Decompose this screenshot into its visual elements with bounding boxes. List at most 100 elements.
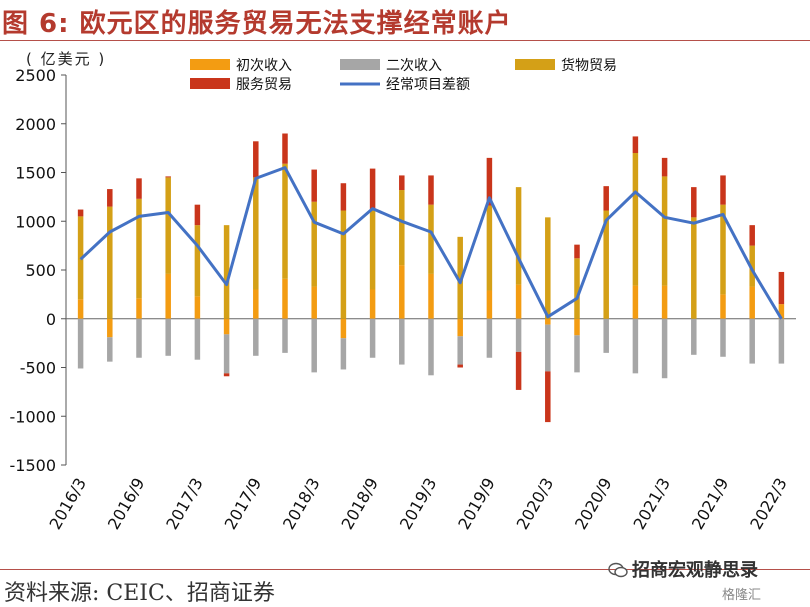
bar-segment xyxy=(515,284,522,319)
y-tick-label: 1000 xyxy=(15,212,56,231)
bar-segment xyxy=(282,278,288,319)
bar-segment xyxy=(428,204,434,274)
bar-segment xyxy=(778,271,785,305)
bar-segment xyxy=(253,289,259,319)
bar-segment xyxy=(223,318,230,335)
bar-segment xyxy=(282,163,288,279)
wechat-watermark: 招商宏观静思录 xyxy=(608,556,758,582)
bar-segment xyxy=(223,373,230,377)
bar-segment xyxy=(223,334,230,374)
bar-segment xyxy=(457,364,463,368)
y-tick-label: -1500 xyxy=(10,456,57,475)
bar-segment xyxy=(749,318,755,364)
y-tick-label: 500 xyxy=(25,261,56,280)
bar-segment xyxy=(486,318,493,358)
gelonghui-logo: 格隆汇 xyxy=(722,584,761,603)
bar-segment xyxy=(661,157,668,177)
bar-segment xyxy=(369,168,376,211)
bar-segment xyxy=(194,296,201,319)
bar-segment xyxy=(661,285,668,319)
bar-segment xyxy=(369,289,376,319)
bar-segment xyxy=(340,318,347,339)
bar-segment xyxy=(428,318,434,376)
bar-segment xyxy=(545,324,551,372)
bar-segment xyxy=(136,318,142,358)
bar-segment xyxy=(77,209,84,217)
bar-segment xyxy=(282,318,288,353)
bar-segment xyxy=(749,225,755,246)
footer-divider xyxy=(0,569,810,570)
bar-segment xyxy=(107,189,113,207)
bar-segment xyxy=(720,204,726,295)
bar-segment xyxy=(545,217,551,319)
bar-segment xyxy=(107,206,113,319)
bar-segment xyxy=(399,190,405,266)
bar-segment xyxy=(136,178,142,199)
bar-segment xyxy=(136,298,142,319)
y-tick-label: 2500 xyxy=(15,66,56,85)
bar-segment xyxy=(107,337,113,362)
bar-segment xyxy=(107,318,113,338)
bar-segment xyxy=(603,186,609,211)
bar-segment xyxy=(457,236,463,319)
bar-segment xyxy=(165,177,171,274)
y-tick-label: -500 xyxy=(20,359,56,378)
bar-segment xyxy=(515,351,522,390)
bars-layer xyxy=(77,133,785,423)
y-tick-label: -1000 xyxy=(10,407,57,426)
bar-segment xyxy=(311,201,317,287)
bar-segment xyxy=(486,205,493,291)
bar-segment xyxy=(253,141,259,178)
bar-segment xyxy=(457,336,463,365)
bar-segment xyxy=(603,318,609,353)
bar-segment xyxy=(165,318,171,356)
bar-segment xyxy=(720,175,726,205)
x-tick-label: 2021/9 xyxy=(688,475,733,533)
bar-segment xyxy=(574,258,580,319)
bar-segment xyxy=(691,318,697,355)
watermark-text: 招商宏观静思录 xyxy=(632,560,758,581)
legend-label: 经常项目差额 xyxy=(386,77,470,93)
bar-segment xyxy=(486,290,493,319)
bar-segment xyxy=(720,294,726,319)
legend-swatch xyxy=(515,59,555,70)
bar-segment xyxy=(165,273,171,319)
bar-segment xyxy=(486,157,493,206)
logo-text: 格隆汇 xyxy=(722,588,762,603)
x-tick-label: 2021/3 xyxy=(629,475,674,533)
bar-segment xyxy=(399,175,405,191)
x-tick-label: 2018/9 xyxy=(337,475,382,533)
bar-segment xyxy=(661,176,668,286)
bar-segment xyxy=(574,335,580,373)
bar-segment xyxy=(340,338,347,370)
bar-segment xyxy=(545,371,551,423)
bar-segment xyxy=(661,318,668,379)
x-tick-label: 2018/3 xyxy=(279,475,324,533)
x-tick-label: 2017/3 xyxy=(162,475,207,533)
current-account-line xyxy=(79,166,783,320)
bar-segment xyxy=(749,286,755,319)
bar-segment xyxy=(194,204,201,226)
bar-segment xyxy=(311,286,317,319)
legend-label: 货物贸易 xyxy=(561,57,617,74)
x-tick-label: 2020/3 xyxy=(513,475,558,533)
legend-label: 服务贸易 xyxy=(236,77,292,93)
source-note: 资料来源: CEIC、招商证券 xyxy=(4,581,275,606)
y-tick-label: 0 xyxy=(46,310,56,329)
title-bar: 图 6: 欧元区的服务贸易无法支撑经常账户 xyxy=(0,0,810,41)
bar-segment xyxy=(691,187,697,218)
bar-segment xyxy=(428,273,434,319)
bar-segment xyxy=(253,177,259,290)
bar-segment xyxy=(340,210,347,319)
bar-segment xyxy=(720,318,726,357)
bar-segment xyxy=(165,176,171,178)
y-axis-unit-label: ( 亿美元 ) xyxy=(26,50,107,68)
x-tick-label: 2020/9 xyxy=(571,475,616,533)
bar-segment xyxy=(194,318,201,360)
bar-segment xyxy=(515,187,522,285)
y-tick-label: 1500 xyxy=(15,164,56,183)
bar-segment xyxy=(545,318,551,325)
bar-segment xyxy=(136,198,142,299)
